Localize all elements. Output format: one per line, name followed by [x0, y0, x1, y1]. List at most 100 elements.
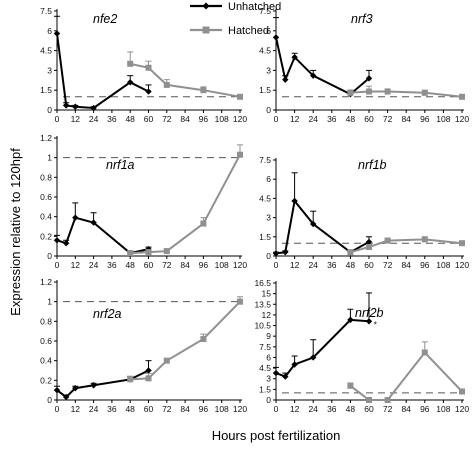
y-tick-label: 0: [266, 105, 271, 115]
data-point-unhatched: [72, 385, 79, 392]
x-tick-label: 96: [420, 114, 430, 124]
y-tick-label: 0.6: [40, 336, 52, 346]
legend-unhatched-marker: [202, 2, 210, 10]
data-point-hatched: [127, 60, 134, 67]
data-point-hatched: [421, 89, 428, 96]
x-tick-label: 24: [89, 404, 99, 414]
x-tick-label: 72: [383, 114, 393, 124]
x-tick-label: 36: [107, 404, 117, 414]
x-tick-label: 12: [71, 114, 81, 124]
x-tick-label: 108: [215, 404, 229, 414]
data-point-unhatched: [127, 79, 134, 86]
y-tick-label: 9: [266, 331, 271, 341]
series-line-unhatched: [275, 37, 370, 96]
x-tick-label: 48: [125, 404, 135, 414]
y-tick-label: 1.2: [40, 277, 52, 287]
y-tick-label: 4.5: [259, 46, 271, 56]
data-point-hatched: [127, 376, 134, 383]
y-tick-label: 0.8: [40, 172, 52, 182]
panel-nrf2a: 0 0.2 0.4 0.6 0.8 1 1.2 0 12 24 36 48 60 72 84 96 108 120…: [40, 277, 247, 414]
data-point-hatched: [347, 382, 354, 389]
data-point-unhatched: [272, 369, 280, 377]
y-tick-label: 10.5: [254, 321, 271, 331]
x-tick-label: 0: [55, 404, 60, 414]
x-tick-label: 36: [327, 260, 337, 270]
data-point-unhatched: [62, 240, 70, 247]
data-point-unhatched: [72, 214, 79, 221]
y-tick-label: 0.4: [40, 356, 52, 366]
y-tick-label: 4.5: [259, 363, 271, 373]
series-line-hatched: [130, 154, 241, 255]
y-tick-label: 1.5: [259, 85, 271, 95]
y-tick-label: 3: [266, 65, 271, 75]
y-axis-label: Expression relative to 120hpf: [8, 148, 23, 316]
y-tick-label: 0.4: [40, 212, 52, 222]
data-point-unhatched: [291, 197, 298, 205]
y-tick-label: 6: [266, 26, 271, 36]
data-point-unhatched: [282, 248, 289, 256]
y-tick-label: 0: [266, 251, 271, 261]
x-tick-label: 24: [308, 404, 318, 414]
x-tick-label: 60: [364, 114, 374, 124]
x-tick-label: 60: [364, 404, 374, 414]
x-tick-label: 120: [233, 404, 247, 414]
x-tick-label: 60: [144, 404, 154, 414]
data-point-hatched: [145, 249, 152, 256]
legend-hatched-marker: [202, 26, 210, 34]
y-tick-label: 1.5: [40, 85, 52, 95]
data-point-hatched: [366, 88, 372, 95]
data-point-hatched: [459, 240, 465, 247]
data-point-unhatched: [365, 75, 373, 82]
y-tick-label: 1.5: [259, 384, 271, 394]
x-tick-label: 72: [162, 114, 172, 124]
data-point-unhatched: [272, 250, 280, 257]
series-line-hatched: [130, 300, 241, 381]
x-tick-label: 84: [401, 404, 411, 414]
data-point-unhatched: [291, 361, 298, 368]
x-tick-label: 24: [308, 114, 318, 124]
x-tick-label: 12: [290, 114, 300, 124]
data-point-hatched: [163, 81, 170, 88]
y-tick-label: 0: [47, 395, 52, 405]
y-tick-label: 6: [266, 174, 271, 184]
y-tick-label: 7.5: [259, 6, 271, 16]
x-tick-label: 120: [233, 114, 247, 124]
x-tick-label: 84: [180, 404, 190, 414]
x-tick-label: 84: [401, 260, 411, 270]
y-tick-label: 0.2: [40, 231, 52, 241]
data-point-hatched: [163, 357, 170, 364]
data-point-hatched: [237, 151, 243, 158]
data-point-hatched: [163, 248, 170, 255]
x-tick-label: 60: [144, 260, 154, 270]
x-tick-label: 24: [89, 260, 99, 270]
panel-nfe2: 0 1.5 3 4.5 6 7.5 0 12 24 36 48 60 72 84 96 108 120 nfe2: [40, 6, 247, 124]
y-tick-label: 4.5: [259, 193, 271, 203]
data-point-unhatched: [62, 393, 70, 401]
x-tick-label: 48: [346, 404, 356, 414]
x-tick-label: 72: [162, 404, 172, 414]
data-point-hatched: [200, 336, 207, 343]
data-point-unhatched: [282, 373, 289, 380]
data-point-unhatched: [90, 104, 97, 112]
y-tick-label: 0: [266, 395, 271, 405]
data-point-unhatched: [365, 238, 373, 246]
x-tick-label: 72: [162, 260, 172, 270]
data-point-hatched: [421, 349, 428, 356]
data-point-hatched: [459, 93, 465, 100]
panels: 01.534.567.50 12 24 36 48 60 72 84 96 108 120nfe20…: [40, 6, 469, 414]
y-tick-label: 12: [262, 310, 272, 320]
x-tick-label: 24: [89, 114, 99, 124]
x-tick-label: 60: [364, 260, 374, 270]
x-tick-label: 96: [420, 260, 430, 270]
y-tick-label: 1: [47, 153, 52, 163]
data-point-unhatched: [62, 102, 70, 109]
x-tick-label: 0: [274, 260, 279, 270]
x-tick-label: 36: [327, 404, 337, 414]
panel-title: nrf1b: [358, 158, 387, 172]
data-point-unhatched: [310, 220, 317, 228]
data-point-hatched: [366, 397, 372, 403]
x-tick-label: 12: [290, 260, 300, 270]
data-point-hatched: [384, 88, 391, 95]
y-tick-label: 7.5: [259, 342, 271, 352]
